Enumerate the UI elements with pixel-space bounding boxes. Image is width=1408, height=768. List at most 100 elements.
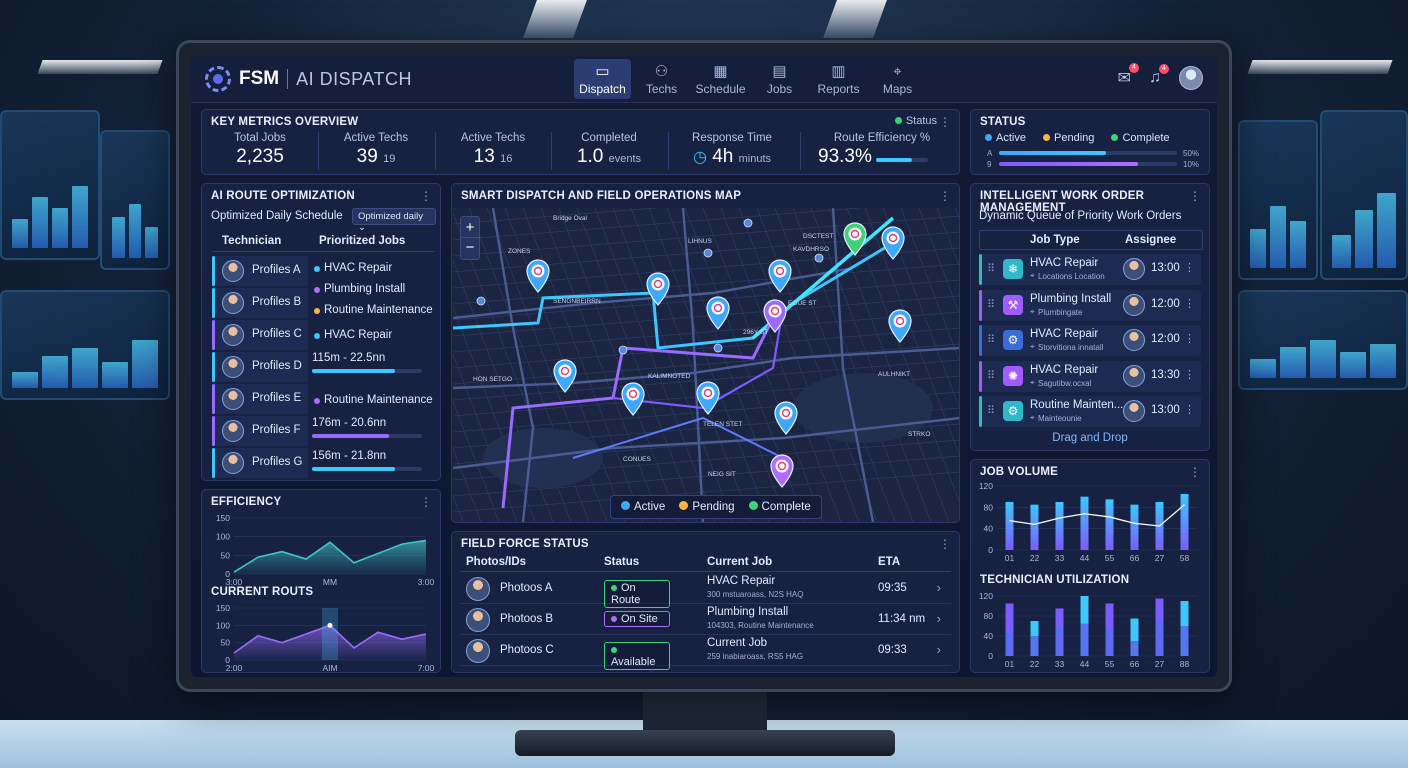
prioritized-job[interactable]: Routine Maintenance [310,392,434,411]
field-force-row[interactable]: Photoos A On Route HVAC Repair 300 mstuaroa… [460,574,951,608]
work-order-row[interactable]: ⠿ ⚙ HVAC Repair ⌖ Storvitiona innatall 12:00 ⋮ [979,325,1201,356]
drag-handle-icon[interactable]: ⠿ [987,369,996,382]
technician-row[interactable]: Profiles D [212,352,308,382]
prioritized-job[interactable]: 176m - 20.6nn [310,417,434,443]
job-pin-icon[interactable] [843,222,867,256]
job-pin-icon[interactable] [770,454,794,488]
job-pin-icon[interactable] [526,259,550,293]
chat-icon: ✉ [1117,70,1131,87]
prioritized-job[interactable]: Routine Maintenance [310,302,434,321]
metric-active-techs-2: Active Techs 13 16 [435,132,551,168]
drag-handle-icon[interactable]: ⠿ [987,263,996,275]
more-icon[interactable]: ⋮ [1184,368,1195,381]
status-dot-icon [894,117,902,124]
job-pin-icon[interactable] [774,401,798,435]
more-icon[interactable]: ⋮ [939,115,951,129]
brand: FSM AI DISPATCH [205,66,412,92]
technician-row[interactable]: Profiles C [212,320,308,350]
job-progress-fill [312,467,395,471]
pin-center [775,459,789,473]
technician-row[interactable]: Profiles G [212,448,308,478]
job-dot-icon [314,333,320,339]
work-order-row[interactable]: ⠿ ❄ HVAC Repair ⌖ Locations Location 13:00 ⋮ [979,254,1201,285]
assignee-avatar [1123,293,1145,316]
metric-number: 2,235 [236,146,284,167]
y-tick-label: 150 [216,603,230,613]
technician-row[interactable]: Profiles A [212,256,308,286]
chevron-right-icon[interactable]: › [936,611,941,626]
more-icon[interactable]: ⋮ [420,495,432,509]
document-icon: ▤ [772,63,787,80]
prioritized-job[interactable]: 156m - 21.8nn [310,450,434,476]
metric-total-jobs: Total Jobs 2,235 [202,132,318,168]
job-pin-icon[interactable] [768,259,792,293]
street-label: NEIG SIT [708,471,736,478]
more-icon[interactable]: ⋮ [1184,297,1195,310]
work-order-row[interactable]: ⠿ ⚒ Plumbing Install ⌖ Plumbingate 12:00 ⋮ [979,289,1201,321]
work-order-row[interactable]: ⠿ ⚙ Routine Mainten... ⌖ Mainteounie 13:00 ⋮ [979,396,1201,427]
nav-jobs[interactable]: ▤ Jobs [751,59,808,99]
dispatch-map[interactable]: Bridge Oval ZONES LIHNUS KAVDHRSO DSCTEST SEN… [453,208,960,522]
more-icon[interactable]: ⋮ [1184,333,1195,345]
status-chip: On Site [604,611,670,627]
x-tick-label: 27 [1155,659,1165,669]
chevron-right-icon[interactable]: › [936,580,941,595]
schedule-dropdown[interactable]: Optimized daily ⌄ [352,208,436,233]
technician-row[interactable]: Profiles F [212,416,308,446]
job-pin-icon[interactable] [696,381,720,415]
more-icon[interactable]: ⋮ [939,189,951,203]
technician-row[interactable]: Profiles E [212,384,308,414]
prioritized-job[interactable]: HVAC Repair [310,327,434,346]
metric-number: 13 [473,146,495,167]
nav-techs[interactable]: ⚇ Techs [633,59,690,99]
small-marker-icon [703,248,713,258]
job-pin-icon[interactable] [706,296,730,330]
job-pin-icon[interactable] [881,226,905,260]
brand-divider [287,69,289,89]
job-pin-icon[interactable] [621,382,645,416]
job-progress-fill [312,369,395,373]
eta-value: 09:35 [878,582,907,594]
job-pin-icon[interactable] [763,299,787,333]
prioritized-job[interactable]: Plumbing Install [310,281,434,300]
nav-maps[interactable]: ⌖ Maps [869,59,926,99]
prioritized-job[interactable]: HVAC Repair [310,260,434,279]
field-force-row[interactable]: Photoos C Available Current Job 259 inabiar… [460,636,951,670]
notifications-button[interactable]: ♫ 4 [1149,64,1169,87]
zoom-in-button[interactable]: + [461,217,479,238]
main-road [831,208,875,522]
field-force-row[interactable]: Photoos B On Site Plumbing Install 104303, … [460,605,951,635]
more-icon[interactable]: ⋮ [939,537,951,551]
nav-reports[interactable]: ▥ Reports [810,59,867,99]
messages-button[interactable]: ✉ 4 [1117,63,1139,88]
work-order-row[interactable]: ⠿ ✺ HVAC Repair ⌖ Sagutibw.ocxal 13:30 ⋮ [979,360,1201,392]
more-icon[interactable]: ⋮ [1189,189,1201,203]
prioritized-job[interactable]: 115m - 22.5nn [310,352,434,378]
nav-schedule[interactable]: ▦ Schedule [692,59,749,99]
drag-handle-icon[interactable]: ⠿ [987,405,996,417]
nav-dispatch[interactable]: ▭ Dispatch [574,59,631,99]
y-tick-label: 0 [225,655,230,665]
work-orders-header: Job Type Assignee [979,230,1203,250]
drag-handle-icon[interactable]: ⠿ [987,298,996,311]
bell-icon: ♫ [1149,69,1161,86]
technician-row[interactable]: Profiles B [212,288,308,318]
technician-name: Profiles E [252,392,302,404]
user-avatar[interactable] [1179,66,1203,90]
more-icon[interactable]: ⋮ [1189,465,1201,479]
zoom-out-button[interactable]: − [465,239,475,256]
job-pin-icon[interactable] [888,309,912,343]
more-icon[interactable]: ⋮ [1184,404,1195,416]
street [720,208,842,522]
more-icon[interactable]: ⋮ [1184,262,1195,274]
status-filter[interactable]: Status [894,115,937,127]
status-bar-fill [999,151,1106,155]
job-pin-icon[interactable] [553,359,577,393]
job-progress [312,369,422,373]
drag-handle-icon[interactable]: ⠿ [987,334,996,346]
chevron-right-icon[interactable]: › [936,642,941,657]
y-tick-label: 100 [216,532,230,542]
more-icon[interactable]: ⋮ [420,189,432,203]
col-assignee: Assignee [1125,234,1177,246]
job-pin-icon[interactable] [646,272,670,306]
